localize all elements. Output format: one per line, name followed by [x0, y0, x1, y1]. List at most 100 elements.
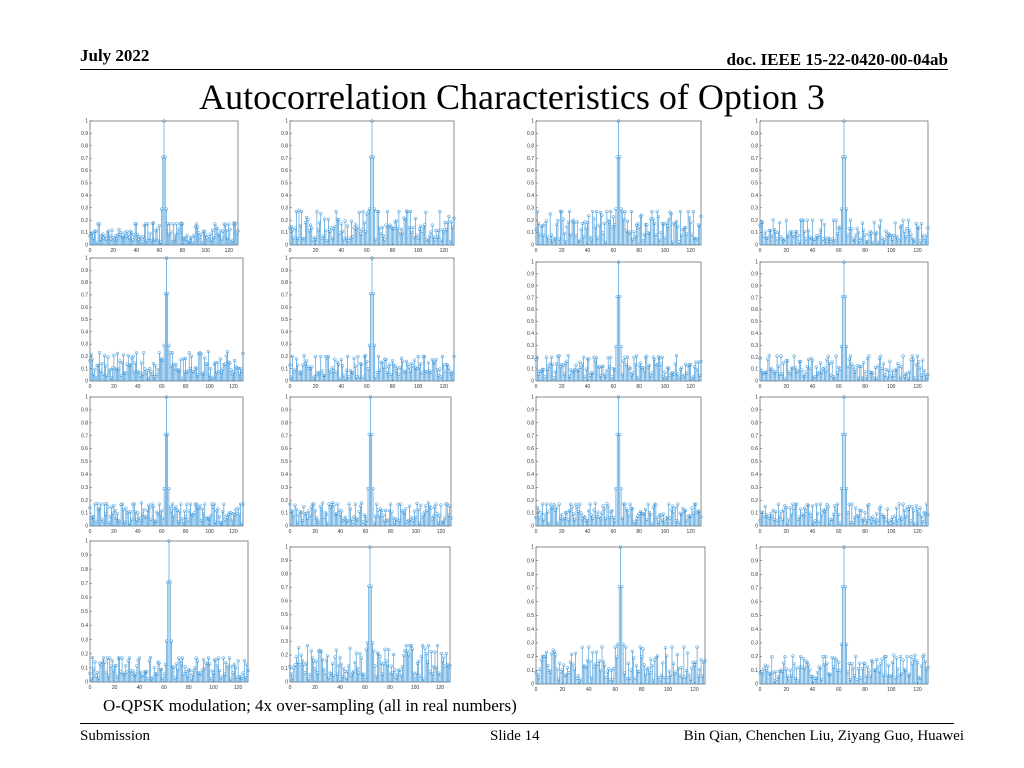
stem-marker: [638, 214, 643, 219]
stem-marker: [907, 228, 912, 233]
stem-marker: [876, 364, 880, 368]
footer-authors: Bin Qian, Chenchen Liu, Ziyang Guo, Huaw…: [683, 728, 964, 744]
stem-marker: [580, 517, 585, 521]
stem-marker: [612, 223, 617, 227]
stem-marker: [906, 376, 910, 380]
y-tick-label: 0.6: [81, 305, 88, 311]
y-tick-label: 0.9: [81, 553, 88, 559]
stem-marker: [452, 354, 456, 359]
stem-marker: [574, 502, 578, 507]
stem-marker: [171, 222, 175, 226]
stem-marker: [890, 660, 895, 665]
stem-marker: [645, 354, 649, 358]
x-tick-label: 40: [338, 384, 344, 390]
stem-marker: [663, 370, 667, 374]
stem-marker: [386, 518, 390, 522]
stem-marker: [771, 369, 775, 374]
stem-marker: [880, 657, 884, 661]
stem-marker: [655, 209, 659, 214]
stem-marker: [585, 221, 590, 225]
x-tick-label: 80: [636, 529, 642, 535]
stem-marker: [844, 486, 849, 491]
stem-marker: [686, 364, 690, 368]
y-tick-label: 0: [531, 243, 534, 249]
stem-marker: [852, 516, 857, 520]
stem-marker: [382, 519, 386, 523]
stem-marker: [378, 226, 382, 230]
y-tick-label: 0.2: [281, 498, 288, 504]
x-tick-label: 60: [364, 248, 370, 254]
stem-marker: [392, 362, 396, 367]
stem-marker: [347, 375, 351, 379]
stem-marker: [580, 221, 585, 226]
stem-marker: [548, 670, 553, 674]
stem-marker: [779, 354, 783, 358]
stem-marker: [789, 230, 794, 234]
stem-marker: [576, 674, 580, 678]
x-tick-label: 40: [338, 248, 344, 254]
stem-marker: [164, 256, 169, 260]
stem-marker: [371, 155, 375, 159]
stem-marker: [176, 367, 181, 372]
plot-frame: [89, 396, 244, 527]
stem-marker: [609, 510, 613, 514]
stem-marker: [547, 521, 551, 526]
stem-marker: [148, 231, 152, 235]
stem-marker: [393, 220, 397, 224]
stem-marker: [127, 656, 132, 660]
stem-marker: [136, 658, 140, 662]
stem-marker: [130, 672, 134, 676]
stem-marker: [334, 370, 338, 374]
stem-marker: [683, 225, 688, 230]
stem-marker: [800, 512, 804, 516]
stem-marker: [340, 364, 345, 368]
stem-marker: [394, 369, 398, 373]
stem-marker: [361, 209, 365, 214]
stem-marker: [609, 209, 613, 214]
plot-frame: [759, 120, 929, 246]
stem-marker: [638, 361, 643, 365]
stem-marker: [196, 671, 201, 675]
stem-marker: [561, 517, 565, 522]
stem-marker: [308, 367, 313, 371]
y-tick-label: 0.7: [527, 156, 534, 162]
stem-marker: [879, 662, 883, 666]
stem-marker: [921, 358, 925, 362]
stem-marker: [847, 357, 851, 361]
stem-marker: [661, 512, 666, 516]
stem-marker: [135, 664, 139, 668]
stem-marker: [656, 520, 661, 524]
stem-marker: [658, 513, 662, 517]
stem-marker: [335, 217, 340, 222]
y-tick-label: 0: [285, 524, 288, 530]
stem-marker: [343, 376, 347, 381]
stem-marker: [288, 502, 292, 506]
stem-marker: [95, 363, 99, 368]
y-tick-label: 0.7: [81, 581, 88, 587]
stem-marker: [816, 511, 820, 516]
y-tick-label: 0.4: [527, 472, 534, 478]
y-tick-label: 0.4: [81, 193, 88, 199]
stem-marker: [428, 369, 432, 373]
stem-marker: [93, 367, 97, 371]
stem-marker: [876, 518, 880, 522]
stem-marker: [388, 671, 392, 675]
stem-marker: [406, 209, 410, 214]
stem-marker: [207, 234, 211, 239]
stem-marker: [792, 235, 796, 239]
stem-marker: [147, 659, 151, 663]
stem-marker: [642, 369, 646, 373]
stem-marker: [390, 510, 394, 514]
stem-marker: [669, 371, 674, 376]
stem-marker: [297, 371, 301, 375]
plot-frame: [89, 540, 249, 683]
stem-marker: [554, 653, 558, 657]
stem-marker: [797, 240, 802, 244]
stem-marker: [585, 658, 590, 663]
stem-marker: [351, 520, 355, 524]
stem-marker: [872, 668, 876, 673]
stem-marker: [548, 212, 552, 216]
stem-marker: [358, 232, 363, 236]
stem-marker: [157, 351, 161, 355]
stem-marker: [593, 662, 598, 666]
